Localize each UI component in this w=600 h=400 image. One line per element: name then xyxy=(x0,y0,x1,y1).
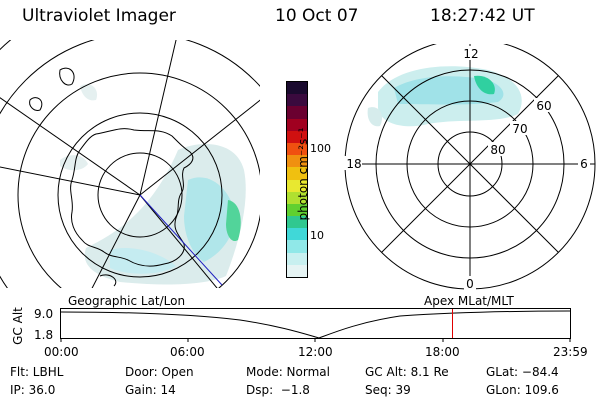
polar-mlt-lines xyxy=(345,44,595,289)
altitude-curve xyxy=(60,310,571,339)
glon-info: GLon: 109.6 xyxy=(486,383,559,397)
date-label: 10 Oct 07 xyxy=(275,6,359,26)
mode-info: Mode: Normal xyxy=(246,365,330,379)
xtick-1800: 18:00 xyxy=(425,345,460,359)
colorbar xyxy=(286,81,308,278)
colorbar-segment xyxy=(287,240,307,253)
geo-latitude-circles xyxy=(0,40,260,288)
colorbar-segment xyxy=(287,179,307,192)
xtick-0600: 06:00 xyxy=(170,345,205,359)
colorbar-segment xyxy=(287,118,307,131)
filter-info: Flt: LBHL xyxy=(10,365,64,379)
colorbar-segment xyxy=(287,82,307,95)
colorbar-segment xyxy=(287,203,307,217)
mlt-label-0: 0 xyxy=(466,277,474,291)
lat-label-80: 80 xyxy=(490,143,505,157)
xtick-0000: 00:00 xyxy=(44,345,79,359)
geo-meridians xyxy=(0,40,260,288)
colorbar-segment xyxy=(287,264,307,277)
colorbar-segment xyxy=(287,130,307,143)
altitude-strip xyxy=(60,308,571,342)
mlt-label-6: 6 xyxy=(580,157,588,171)
gc-alt-ytick-bottom: 1.8 xyxy=(34,328,54,342)
lat-label-70: 70 xyxy=(512,122,527,136)
colorbar-tick-100: 100 xyxy=(310,142,331,155)
time-label: 18:27:42 UT xyxy=(430,6,535,26)
gc-alt-info: GC Alt: 8.1 Re xyxy=(365,365,449,379)
gc-alt-ytick-top: 9.0 xyxy=(34,307,54,321)
ip-info: IP: 36.0 xyxy=(10,383,56,397)
xtick-2359: 23:59 xyxy=(553,345,588,359)
mlt-label-12: 12 xyxy=(463,47,478,61)
xtick-1200: 12:00 xyxy=(298,345,333,359)
geo-track-line xyxy=(139,194,223,286)
dsp-info: Dsp: −1.8 xyxy=(246,383,310,397)
geo-map-label: Geographic Lat/Lon xyxy=(68,294,186,308)
antarctica-outline xyxy=(70,128,194,267)
colorbar-segment xyxy=(287,94,307,107)
colorbar-segment xyxy=(287,106,307,119)
colorbar-segment xyxy=(287,252,307,265)
geo-aurora-emission xyxy=(60,84,246,285)
glat-info: GLat: −84.4 xyxy=(486,365,559,379)
polar-label: Apex MLat/MLT xyxy=(424,294,514,308)
door-info: Door: Open xyxy=(125,365,194,379)
colorbar-segment xyxy=(287,228,307,241)
gain-info: Gain: 14 xyxy=(125,383,176,397)
gc-alt-ylabel: GC Alt xyxy=(11,307,25,345)
mlt-label-18: 18 xyxy=(346,157,361,171)
polar-aurora-emission xyxy=(367,66,522,127)
colorbar-segment xyxy=(287,191,307,204)
lat-label-60: 60 xyxy=(536,99,551,113)
seq-info: Seq: 39 xyxy=(365,383,411,397)
colorbar-segment xyxy=(287,216,307,229)
colorbar-segment xyxy=(287,167,307,180)
colorbar-segment xyxy=(287,142,307,156)
colorbar-segment xyxy=(287,155,307,168)
polar-plot: 12 18 6 0 60 70 80 xyxy=(342,44,596,291)
colorbar-unit-label: photon cm⁻²s⁻¹ xyxy=(296,127,310,221)
instrument-title: Ultraviolet Imager xyxy=(22,6,176,26)
colorbar-tick-10: 10 xyxy=(310,229,324,242)
geographic-map xyxy=(0,40,260,288)
